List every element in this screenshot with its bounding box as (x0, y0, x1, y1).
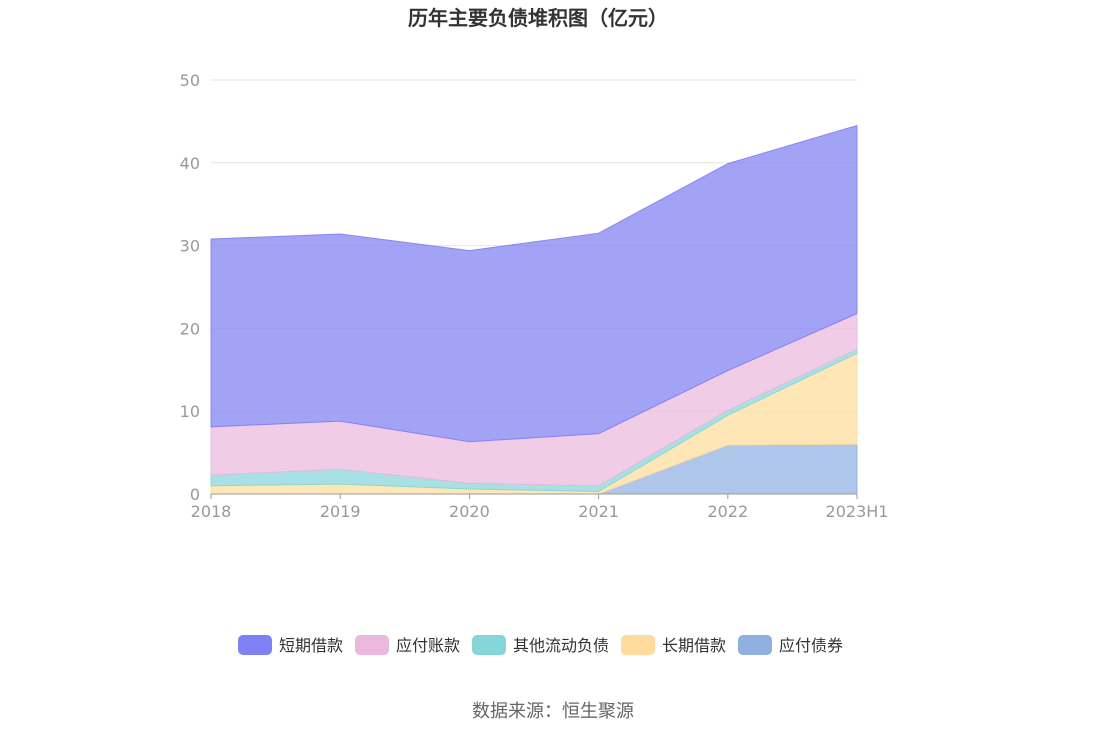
x-tick-label: 2019 (320, 502, 361, 521)
legend-item-4[interactable]: 应付债券 (738, 635, 843, 655)
legend-swatch (621, 635, 655, 655)
legend-item-3[interactable]: 长期借款 (621, 635, 726, 655)
legend: 短期借款 应付账款 其他流动负债 长期借款 应付债券 (238, 635, 843, 655)
x-tick-label: 2023H1 (826, 502, 889, 521)
x-tick-label: 2020 (449, 502, 490, 521)
legend-label: 应付债券 (779, 636, 843, 655)
legend-item-1[interactable]: 应付账款 (355, 635, 460, 655)
x-tick-label: 2021 (578, 502, 619, 521)
source-note: 数据来源：恒生聚源 (472, 701, 634, 722)
legend-item-2[interactable]: 其他流动负债 (472, 635, 609, 655)
y-tick-label: 10 (180, 402, 200, 421)
legend-swatch (355, 635, 389, 655)
y-tick-label: 50 (180, 71, 200, 90)
legend-swatch (738, 635, 772, 655)
area-series-4 (210, 124, 858, 443)
legend-label: 长期借款 (662, 636, 726, 655)
x-tick-label: 2022 (707, 502, 748, 521)
y-tick-label: 40 (180, 154, 200, 173)
legend-label: 其他流动负债 (513, 636, 609, 655)
y-tick-label: 0 (190, 485, 200, 504)
y-tick-label: 20 (180, 319, 200, 338)
area-series-group (210, 124, 858, 495)
legend-label: 短期借款 (279, 636, 343, 655)
x-tick-label: 2018 (191, 502, 232, 521)
chart-title: 历年主要负债堆积图（亿元） (408, 6, 668, 30)
legend-label: 应付账款 (396, 636, 460, 655)
y-tick-label: 30 (180, 237, 200, 256)
axes: 0 10 20 30 40 50 2018 2019 2020 2021 2022 2023H1 (180, 71, 889, 521)
legend-item-0[interactable]: 短期借款 (238, 635, 343, 655)
legend-swatch (238, 635, 272, 655)
legend-swatch (472, 635, 506, 655)
